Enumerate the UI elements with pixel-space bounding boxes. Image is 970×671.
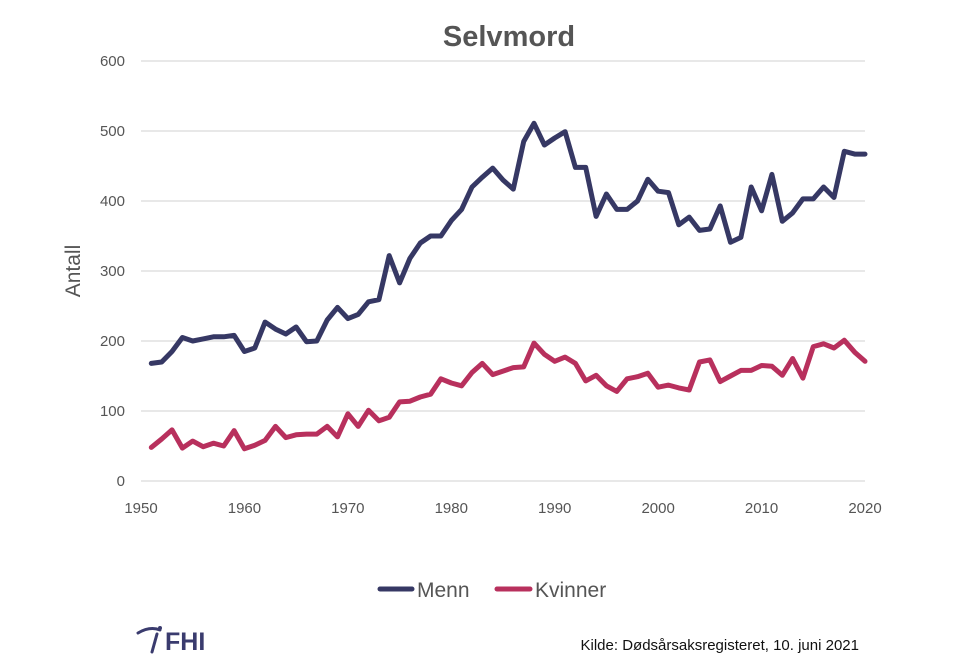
legend: Menn Kvinner [377,579,606,602]
source-note: Kilde: Dødsårsaksregisteret, 10. juni 20… [581,637,859,654]
x-tick-labels: 1950 1960 1970 1980 1990 2000 2010 2020 [124,500,881,517]
y-tick-label: 300 [100,263,125,280]
y-tick-label: 600 [100,53,125,70]
y-tick-label: 500 [100,123,125,140]
fhi-logo-stroke [150,632,159,654]
x-tick-label: 2000 [641,500,674,517]
gridlines [141,60,865,482]
chart-title: Selvmord [443,21,575,53]
legend-label-kvinner: Kvinner [535,579,606,602]
y-tick-label: 0 [117,473,125,490]
series-lines [148,120,868,452]
y-tick-label: 200 [100,333,125,350]
x-tick-label: 1960 [228,500,261,517]
x-tick-label: 1950 [124,500,157,517]
fhi-logo-text: FHI [165,628,205,656]
x-tick-label: 2020 [848,500,881,517]
series-line-menn [148,120,868,366]
y-axis-label: Antall [62,245,85,298]
legend-label-menn: Menn [417,579,470,602]
fhi-logo-dot [158,626,162,630]
y-tick-label: 100 [100,403,125,420]
y-tick-label: 400 [100,193,125,210]
x-tick-label: 1970 [331,500,364,517]
series-line-kvinner [148,337,868,452]
x-tick-label: 1990 [538,500,571,517]
x-tick-label: 2010 [745,500,778,517]
x-tick-label: 1980 [435,500,468,517]
y-tick-labels: 0 100 200 300 400 500 600 [100,53,125,490]
fhi-logo: FHI [136,626,205,656]
fhi-logo-icon [136,627,162,635]
